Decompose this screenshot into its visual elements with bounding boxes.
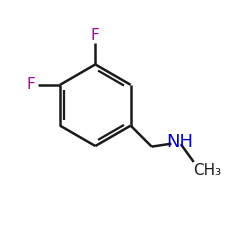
Text: NH: NH [166, 133, 193, 151]
Text: CH₃: CH₃ [193, 162, 221, 178]
Text: F: F [26, 77, 35, 92]
Text: F: F [91, 28, 100, 43]
